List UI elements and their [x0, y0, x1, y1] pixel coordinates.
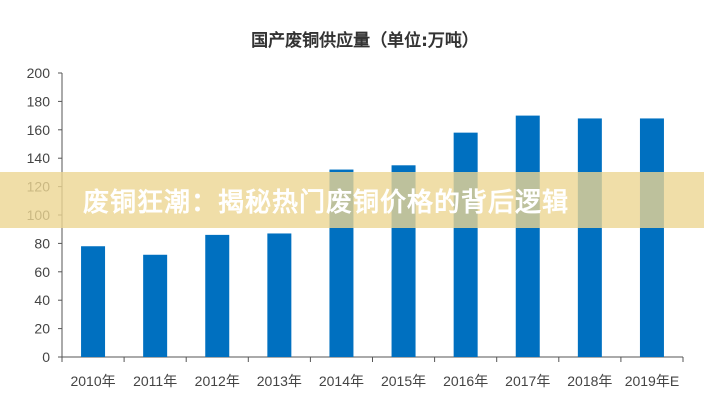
y-tick-label: 0 [42, 349, 50, 365]
banner-text: 废铜狂潮：揭秘热门废铜价格的背后逻辑 [83, 188, 570, 218]
x-tick-label: 2016年 [443, 373, 488, 389]
y-tick-label: 60 [34, 264, 50, 280]
y-tick-label: 80 [34, 235, 50, 251]
x-tick-label: 2018年 [567, 373, 612, 389]
bar-2019年E [639, 118, 664, 357]
bar-2017年 [515, 115, 540, 357]
bar-2011年 [143, 254, 168, 357]
bar-2013年 [267, 233, 292, 357]
x-tick-label: 2017年 [505, 373, 550, 389]
x-tick-label: 2011年 [133, 373, 177, 389]
y-tick-label: 40 [34, 292, 50, 308]
y-tick-label: 180 [27, 93, 51, 109]
y-tick-label: 20 [34, 321, 50, 337]
bar-2010年 [81, 246, 106, 357]
y-tick-label: 140 [27, 150, 51, 166]
chart-title: 国产废铜供应量（单位:万吨） [251, 31, 479, 51]
y-tick-label: 200 [27, 65, 51, 81]
bar-2012年 [205, 234, 230, 357]
bar-2016年 [453, 132, 478, 357]
x-tick-label: 2014年 [319, 373, 364, 389]
bar-2018年 [577, 118, 602, 357]
x-tick-label: 2010年 [70, 373, 115, 389]
headline-banner: 废铜狂潮：揭秘热门废铜价格的背后逻辑 [0, 172, 704, 228]
x-tick-label: 2015年 [381, 373, 426, 389]
y-tick-label: 160 [27, 122, 51, 138]
x-tick-label: 2012年 [195, 373, 240, 389]
x-tick-label: 2019年E [625, 373, 679, 389]
x-tick-label: 2013年 [257, 373, 302, 389]
